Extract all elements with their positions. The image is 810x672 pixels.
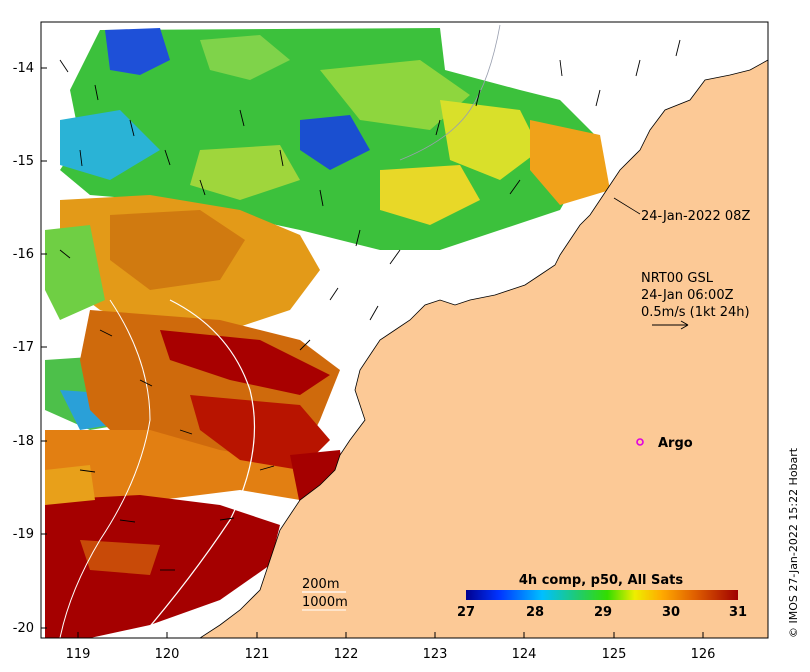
colorbar-title: 4h comp, p50, All Sats	[519, 573, 683, 588]
current-time: 24-Jan 06:00Z	[641, 288, 734, 303]
current-vectors	[59, 39, 681, 571]
lon-tick: 124	[512, 647, 537, 662]
lon-tick: 126	[691, 647, 716, 662]
timestamp-label: 24-Jan-2022 08Z	[641, 209, 750, 224]
colorbar-tick: 30	[662, 605, 680, 620]
land-mass	[199, 59, 768, 638]
contour-1000m-line	[59, 299, 151, 638]
colorbar-tick: 31	[729, 605, 747, 620]
contour-1000m-label: 1000m	[302, 595, 348, 610]
colorbar-tick: 29	[594, 605, 612, 620]
lat-tick: -17	[13, 340, 34, 355]
lat-tick: -14	[13, 61, 34, 76]
longitude-axis: 119 120 121 122 123 124 125 126	[66, 647, 716, 662]
latitude-axis: -14 -15 -16 -17 -18 -19 -20	[13, 61, 34, 636]
current-scale: 0.5m/s (1kt 24h)	[641, 305, 750, 320]
lon-tick: 122	[334, 647, 359, 662]
lon-tick: 125	[602, 647, 627, 662]
lon-tick: 119	[66, 647, 91, 662]
lat-tick: -16	[13, 247, 34, 262]
colorbar-tick: 28	[526, 605, 544, 620]
lon-tick: 121	[245, 647, 270, 662]
scale-arrow	[652, 320, 689, 330]
colorbar-tick: 27	[457, 605, 475, 620]
contour-200m-line	[139, 299, 256, 638]
lon-tick: 123	[423, 647, 448, 662]
contour-200m-label: 200m	[302, 577, 339, 592]
lat-tick: -18	[13, 434, 34, 449]
current-title: NRT00 GSL	[641, 271, 714, 286]
lon-tick: 120	[155, 647, 180, 662]
argo-marker	[636, 438, 644, 446]
lat-tick: -15	[13, 154, 34, 169]
colorbar: 4h comp, p50, All Sats 27 28 29 30 31	[457, 573, 747, 620]
plot-frame	[40, 21, 769, 639]
lat-tick: -19	[13, 527, 34, 542]
lat-tick: -20	[13, 621, 34, 636]
credit-label: © IMOS 27-Jan-2022 15:22 Hobart	[787, 447, 800, 638]
axis-ticks	[41, 67, 704, 638]
argo-label: Argo	[658, 436, 693, 451]
sst-field	[45, 28, 610, 638]
